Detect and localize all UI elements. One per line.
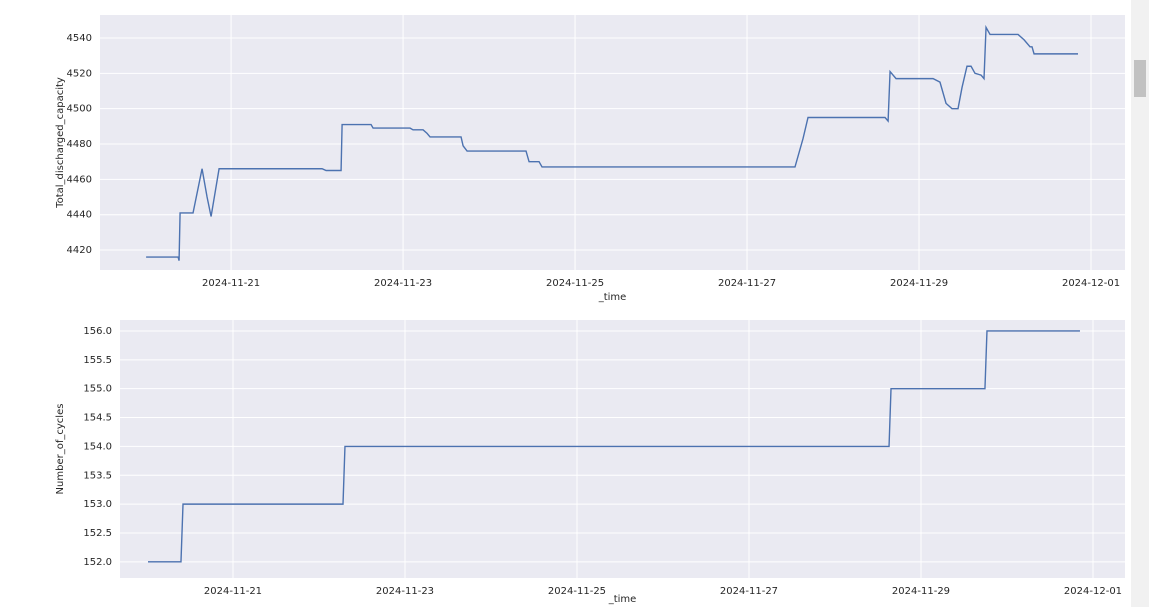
y-tick-label: 4480 xyxy=(67,139,92,150)
y-axis-label: Number_of_cycles xyxy=(55,404,66,495)
y-tick-label: 4540 xyxy=(67,33,92,44)
y-tick-label: 156.0 xyxy=(83,326,112,337)
x-tick-label: 2024-11-21 xyxy=(202,278,260,289)
scrollbar-track[interactable] xyxy=(1131,0,1149,607)
y-tick-label: 4420 xyxy=(67,245,92,256)
y-tick-label: 4440 xyxy=(67,210,92,221)
y-tick-label: 154.0 xyxy=(83,441,112,452)
x-tick-label: 2024-11-23 xyxy=(376,586,434,597)
x-tick-label: 2024-11-29 xyxy=(890,278,948,289)
x-tick-label: 2024-12-01 xyxy=(1062,278,1120,289)
x-tick-label: 2024-11-25 xyxy=(548,586,606,597)
y-tick-label: 4520 xyxy=(67,68,92,79)
x-tick-label: 2024-11-25 xyxy=(546,278,604,289)
x-tick-label: 2024-11-27 xyxy=(718,278,776,289)
plot-area xyxy=(100,15,1125,270)
data-line xyxy=(148,330,1080,563)
chart: 4420 4440 4460 4480 4500 4520 4540 2024-11-21 20… xyxy=(55,15,1125,303)
scrollbar-thumb[interactable] xyxy=(1134,60,1146,97)
data-line xyxy=(146,24,1078,261)
x-axis-label: _time xyxy=(608,594,637,605)
x-tick-label: 2024-11-21 xyxy=(204,586,262,597)
plot-area xyxy=(120,320,1125,578)
y-tick-label: 4460 xyxy=(67,174,92,185)
y-tick-label: 152.0 xyxy=(83,557,112,568)
x-axis-label: _time xyxy=(598,292,627,303)
y-tick-label: 155.0 xyxy=(83,384,112,395)
y-tick-label: 152.5 xyxy=(83,528,112,539)
y-tick-label: 153.0 xyxy=(83,499,112,510)
x-tick-label: 2024-12-01 xyxy=(1064,586,1122,597)
y-axis-label: Total_discharged_capacity xyxy=(55,77,66,209)
y-tick-label: 4500 xyxy=(67,104,92,115)
chart: 152.0 152.5 153.0 153.5 154.0 154.5 155.0 155.5… xyxy=(55,320,1125,605)
y-tick-label: 153.5 xyxy=(83,470,112,481)
x-tick-label: 2024-11-29 xyxy=(892,586,950,597)
y-tick-label: 155.5 xyxy=(83,355,112,366)
x-tick-label: 2024-11-23 xyxy=(374,278,432,289)
y-tick-label: 154.5 xyxy=(83,413,112,424)
x-tick-label: 2024-11-27 xyxy=(720,586,778,597)
